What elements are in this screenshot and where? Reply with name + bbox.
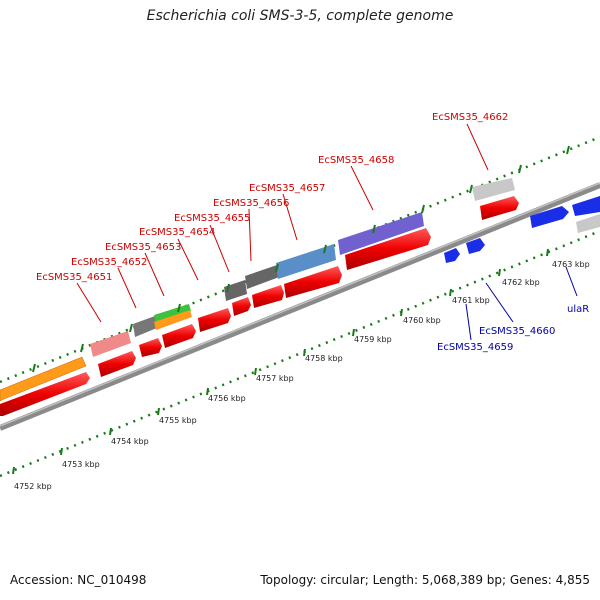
genome-backbone-highlight	[0, 182, 600, 427]
gene-feature[interactable]	[0, 372, 90, 416]
accession-text: Accession: NC_010498	[10, 573, 147, 587]
gene-label[interactable]: EcSMS35_4662	[432, 112, 508, 123]
gene-labels-bottom: EcSMS35_4659 EcSMS35_4660 ulaR	[437, 304, 589, 353]
forward-arrows	[0, 196, 519, 416]
gene-feature[interactable]	[98, 351, 136, 377]
kbp-label: 4761 kbp	[452, 296, 490, 305]
gene-feature[interactable]	[139, 338, 162, 357]
kbp-label: 4762 kbp	[502, 278, 540, 287]
gene-feature[interactable]	[133, 316, 157, 337]
gene-feature[interactable]	[472, 178, 515, 201]
gene-label[interactable]: EcSMS35_4651	[36, 272, 112, 283]
kbp-label: 4754 kbp	[111, 437, 149, 446]
gene-label[interactable]: EcSMS35_4653	[105, 242, 181, 253]
gene-feature[interactable]	[162, 324, 196, 348]
kbp-label: 4759 kbp	[354, 335, 392, 344]
gene-label[interactable]: EcSMS35_4654	[139, 227, 215, 238]
kbp-label: 4755 kbp	[159, 416, 197, 425]
major-ticks	[12, 248, 549, 475]
kbp-label: 4757 kbp	[256, 374, 294, 383]
gene-labels-top: EcSMS35_4651 EcSMS35_4652 EcSMS35_4653 E…	[36, 112, 508, 283]
gene-feature[interactable]	[466, 238, 485, 254]
gene-label[interactable]: EcSMS35_4660	[479, 326, 555, 337]
label-leaders-blue	[465, 266, 578, 341]
gene-feature[interactable]	[224, 280, 247, 301]
kbp-labels: 4752 kbp 4753 kbp 4754 kbp 4755 kbp 4756…	[14, 260, 590, 491]
upper-major-ticks	[32, 145, 570, 373]
genome-summary-text: Topology: circular; Length: 5,068,389 bp…	[260, 573, 590, 587]
gene-feature[interactable]	[345, 228, 431, 270]
gene-feature[interactable]	[198, 308, 231, 332]
gene-feature[interactable]	[572, 196, 600, 216]
gene-feature[interactable]	[530, 206, 569, 228]
gene-label[interactable]: EcSMS35_4658	[318, 155, 394, 166]
gene-label[interactable]: EcSMS35_4655	[174, 213, 250, 224]
genome-backbone	[0, 182, 600, 431]
gene-feature[interactable]	[90, 331, 131, 357]
gene-feature[interactable]	[0, 356, 87, 402]
kbp-label: 4760 kbp	[403, 316, 441, 325]
right-features	[444, 196, 600, 263]
gene-feature[interactable]	[245, 264, 282, 289]
gene-feature[interactable]	[154, 310, 192, 330]
gene-feature[interactable]	[444, 248, 460, 263]
kbp-label: 4756 kbp	[208, 394, 246, 403]
gene-feature[interactable]	[232, 297, 251, 316]
gene-label[interactable]: EcSMS35_4652	[71, 257, 147, 268]
gene-feature[interactable]	[252, 285, 284, 308]
gene-feature[interactable]	[284, 266, 342, 298]
gene-feature[interactable]	[576, 214, 600, 233]
gene-feature[interactable]	[276, 244, 336, 279]
kbp-label: 4753 kbp	[62, 460, 100, 469]
gene-feature[interactable]	[338, 212, 424, 255]
kbp-label: 4752 kbp	[14, 482, 52, 491]
gene-feature[interactable]	[154, 304, 191, 322]
kbp-label: 4763 kbp	[552, 260, 590, 269]
map-title: Escherichia coli SMS-3-5, complete genom…	[146, 8, 454, 24]
forward-genes	[0, 178, 515, 402]
gene-label[interactable]: ulaR	[567, 304, 589, 315]
gene-feature[interactable]	[480, 196, 519, 220]
gene-label[interactable]: EcSMS35_4659	[437, 342, 513, 353]
label-leaders	[76, 123, 489, 323]
kbp-label: 4758 kbp	[305, 354, 343, 363]
gene-label[interactable]: EcSMS35_4656	[213, 198, 289, 209]
gene-label[interactable]: EcSMS35_4657	[249, 183, 325, 194]
